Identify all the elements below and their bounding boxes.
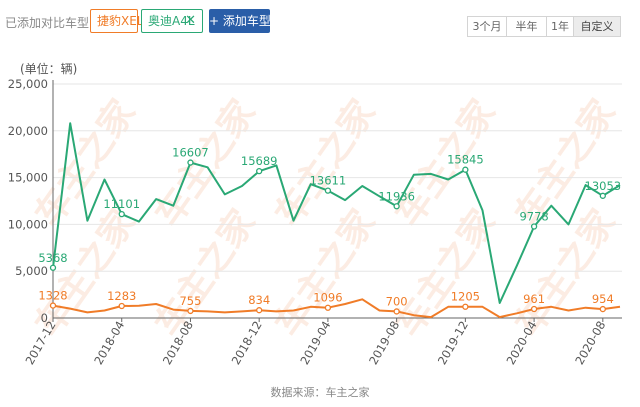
data-label: 954	[592, 292, 614, 306]
data-point	[49, 264, 57, 271]
data-label: 15845	[447, 153, 484, 167]
compare-tag-xel[interactable]: 捷豹XEL	[90, 9, 144, 33]
range-selector: 3个月 半年 1年 自定义	[467, 16, 621, 37]
data-label: 1096	[313, 291, 342, 305]
data-point	[187, 307, 194, 315]
y-tick-label: 0	[41, 311, 48, 325]
data-point	[324, 187, 332, 194]
watermark-text: 车主之家	[387, 93, 503, 234]
data-point	[118, 210, 125, 218]
x-tick-label: 2020-08	[572, 319, 608, 368]
x-tick-label: 2019-12	[435, 319, 471, 368]
data-label: 755	[179, 294, 201, 308]
x-tick-label: 2019-08	[366, 319, 402, 368]
compare-tag-label: 捷豹XEL	[97, 14, 144, 28]
close-icon[interactable]: ✕	[185, 13, 196, 28]
y-axis-unit-label: (单位：辆)	[20, 62, 78, 76]
data-point	[256, 307, 263, 314]
data-label: 700	[386, 294, 408, 308]
data-source: 数据来源：车主之家	[270, 386, 370, 399]
series-line	[52, 298, 621, 319]
data-label: 1283	[107, 289, 136, 303]
data-label: 16607	[172, 146, 209, 160]
range-3-months[interactable]: 3个月	[467, 16, 507, 37]
data-label: 961	[523, 292, 545, 306]
y-tick-label: 20,000	[8, 124, 48, 138]
data-point	[256, 168, 263, 175]
data-label: 1205	[451, 290, 480, 304]
series-a4l: 5368 11101 16607 15689 13611 11936 15845 9778 13…	[38, 122, 622, 304]
data-label: 11936	[378, 189, 415, 203]
data-point	[49, 302, 57, 309]
compare-tag-a4l[interactable]: 奥迪A4L ✕	[141, 9, 203, 33]
data-point	[187, 159, 194, 166]
data-point	[462, 303, 469, 310]
data-label: 9778	[519, 209, 548, 223]
y-tick-label: 15,000	[8, 171, 48, 185]
compare-tag-label: 奥迪A4L	[148, 14, 195, 28]
compare-prompt: 已添加对比车型:	[5, 16, 94, 30]
data-point	[530, 223, 538, 230]
data-label: 15689	[241, 154, 278, 168]
range-custom[interactable]: 自定义	[573, 16, 621, 37]
x-tick-label: 2018-12	[229, 319, 265, 368]
data-label: 13053	[585, 179, 622, 193]
y-tick-label: 5,000	[15, 264, 48, 278]
data-label: 5368	[38, 251, 67, 265]
data-point	[324, 304, 332, 311]
watermark-text: 车主之家	[267, 93, 383, 234]
data-label: 1328	[38, 289, 67, 303]
data-point	[530, 305, 538, 313]
compare-toolbar: 已添加对比车型: 捷豹XEL 奥迪A4L ✕ + 添加车型 3个月 半年 1年 …	[0, 9, 640, 37]
data-point	[462, 166, 469, 173]
y-tick-label: 25,000	[8, 77, 48, 91]
data-point	[118, 302, 125, 310]
range-half-year[interactable]: 半年	[506, 16, 547, 37]
data-point	[393, 203, 400, 210]
data-label: 11101	[103, 197, 140, 211]
data-point	[599, 192, 606, 199]
data-point	[599, 305, 606, 313]
add-model-button[interactable]: + 添加车型	[209, 9, 271, 33]
y-tick-label: 10,000	[8, 217, 48, 231]
data-point	[393, 308, 400, 315]
data-label: 834	[248, 293, 270, 307]
series-line	[52, 122, 621, 304]
x-tick-label: 2018-04	[91, 319, 127, 368]
data-label: 13611	[310, 174, 347, 188]
series-xel: 1328 1283 755 834 1096 700 1205 961 954	[38, 289, 621, 319]
